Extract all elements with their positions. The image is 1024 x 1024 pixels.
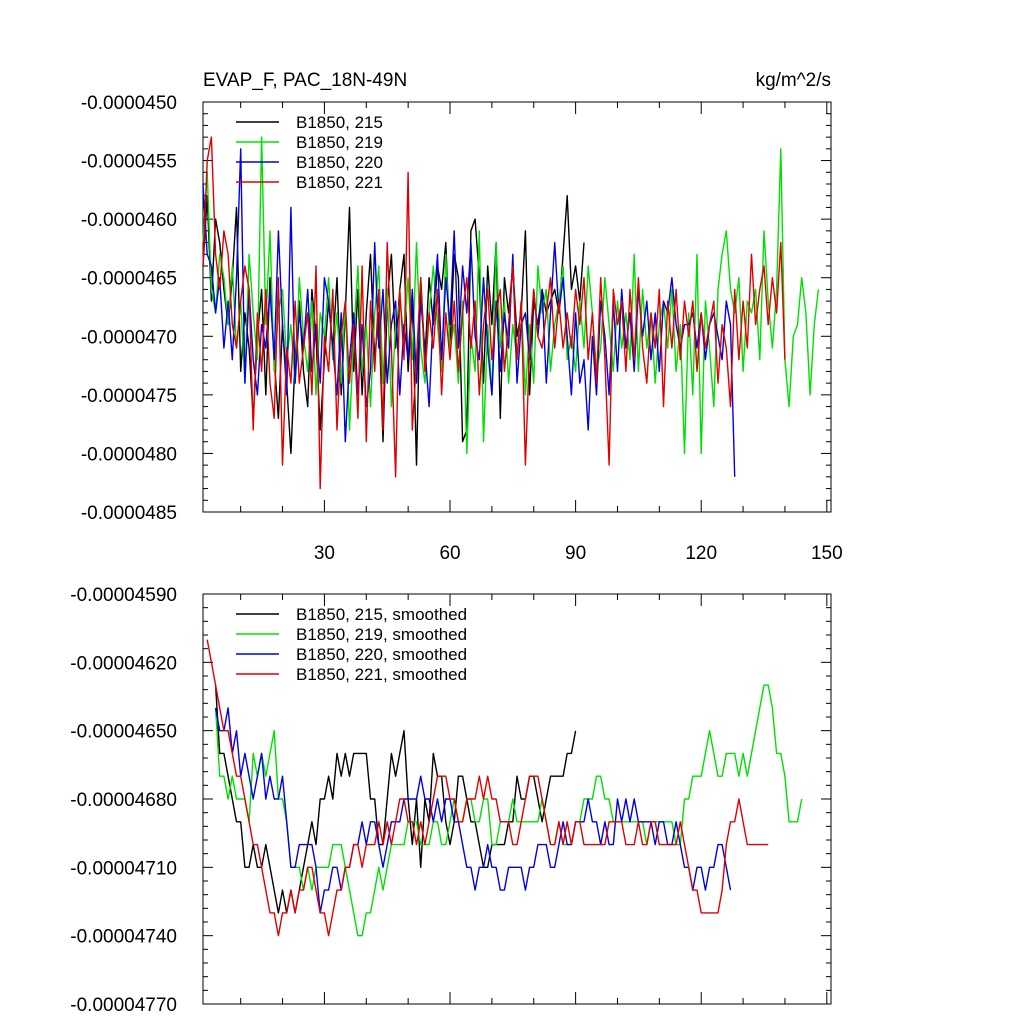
y-tick-label: -0.0000455 [81,152,177,173]
y-tick-label: -0.00004770 [70,995,177,1016]
top-panel: EVAP_F, PAC_18N-49N kg/m^2/s -0.0000450-… [81,70,843,564]
y-tick-label: -0.00004680 [70,790,177,811]
y-tick-label: -0.0000480 [81,444,177,465]
top-panel-series-lines [202,136,820,490]
legend-label: B1850, 220, smoothed [296,645,467,664]
x-tick-label: 150 [811,543,843,564]
legend-label: B1850, 219, smoothed [296,625,467,644]
y-tick-label: -0.00004650 [70,722,177,743]
bottom-panel-y-tick-labels: -0.00004590 -0.00004620 -0.00004650 -0.0000… [70,585,177,1016]
bottom-panel: -0.00004590 -0.00004620 -0.00004650 -0.0000… [70,585,832,1016]
x-tick-label: 60 [439,543,460,564]
legend-label: B1850, 221, smoothed [296,665,467,684]
legend-label: B1850, 219 [296,133,383,152]
bottom-panel-series-lines [206,639,803,937]
y-tick-label: -0.00004620 [70,653,177,674]
series-line-3 [202,136,786,490]
series-line-0 [214,685,577,914]
top-panel-frame [202,101,832,513]
top-panel-title: EVAP_F, PAC_18N-49N [203,70,407,91]
y-tick-label: -0.00004740 [70,927,177,948]
legend-label: B1850, 215, smoothed [296,605,467,624]
y-tick-label: -0.0000460 [81,210,177,231]
y-tick-label: -0.00004590 [70,585,177,606]
top-panel-units: kg/m^2/s [756,70,831,91]
top-panel-y-tick-labels: -0.0000450 -0.0000455 -0.0000460 -0.0000465… [81,93,177,524]
y-tick-label: -0.0000450 [81,93,177,114]
series-line-2 [214,707,732,914]
top-panel-x-tick-labels: 30 60 90 120 150 [314,543,843,564]
legend-label: B1850, 215 [296,113,383,132]
x-tick-label: 120 [685,543,717,564]
series-line-1 [214,684,803,937]
y-tick-label: -0.0000465 [81,269,177,290]
legend-label: B1850, 221 [296,173,383,192]
y-tick-label: -0.0000470 [81,327,177,348]
x-tick-label: 90 [565,543,586,564]
series-line-3 [206,639,769,937]
x-tick-label: 30 [314,543,335,564]
bottom-panel-ticks [203,593,831,1005]
top-panel-ticks [203,101,831,513]
y-tick-label: -0.0000475 [81,386,177,407]
y-tick-label: -0.0000485 [81,503,177,524]
series-line-2 [202,148,736,477]
y-tick-label: -0.00004710 [70,858,177,879]
legend-label: B1850, 220 [296,153,383,172]
